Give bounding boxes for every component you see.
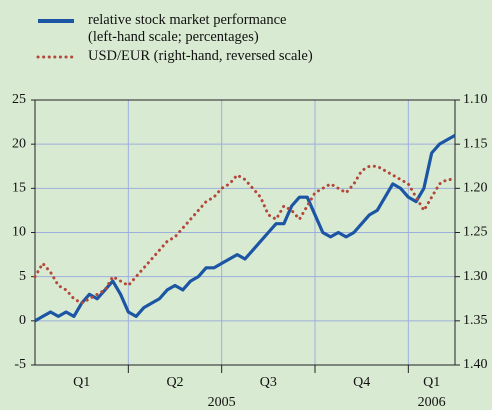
y2-tick-label: 1.25 [463, 225, 488, 240]
year-label: 2005 [208, 395, 236, 410]
y-tick-label: 15 [12, 181, 26, 196]
series-line [34, 133, 456, 323]
y-tick-label: -5 [14, 357, 26, 372]
y-tick-label: 25 [12, 92, 26, 107]
y2-tick-label: 1.10 [463, 92, 488, 107]
y2-tick-label: 1.35 [463, 313, 488, 328]
y-tick-label: 10 [12, 225, 26, 240]
year-label: 2006 [418, 395, 446, 410]
y2-tick-label: 1.15 [463, 136, 488, 151]
y2-tick-label: 1.30 [463, 269, 488, 284]
x-tick-label: Q1 [73, 375, 90, 390]
legend-label: relative stock market performance (left-… [88, 12, 287, 45]
y-tick-label: 20 [12, 136, 26, 151]
legend-label: USD/EUR (right-hand, reversed scale) [88, 48, 313, 64]
x-tick-label: Q4 [353, 375, 370, 390]
y-tick-label: 5 [19, 269, 26, 284]
x-tick-label: Q2 [166, 375, 183, 390]
y2-tick-label: 1.20 [463, 181, 488, 196]
x-tick-label: Q3 [260, 375, 277, 390]
y2-tick-label: 1.40 [463, 357, 488, 372]
y-tick-label: 0 [19, 313, 26, 328]
series-line [33, 164, 457, 305]
x-tick-label: Q1 [423, 375, 440, 390]
